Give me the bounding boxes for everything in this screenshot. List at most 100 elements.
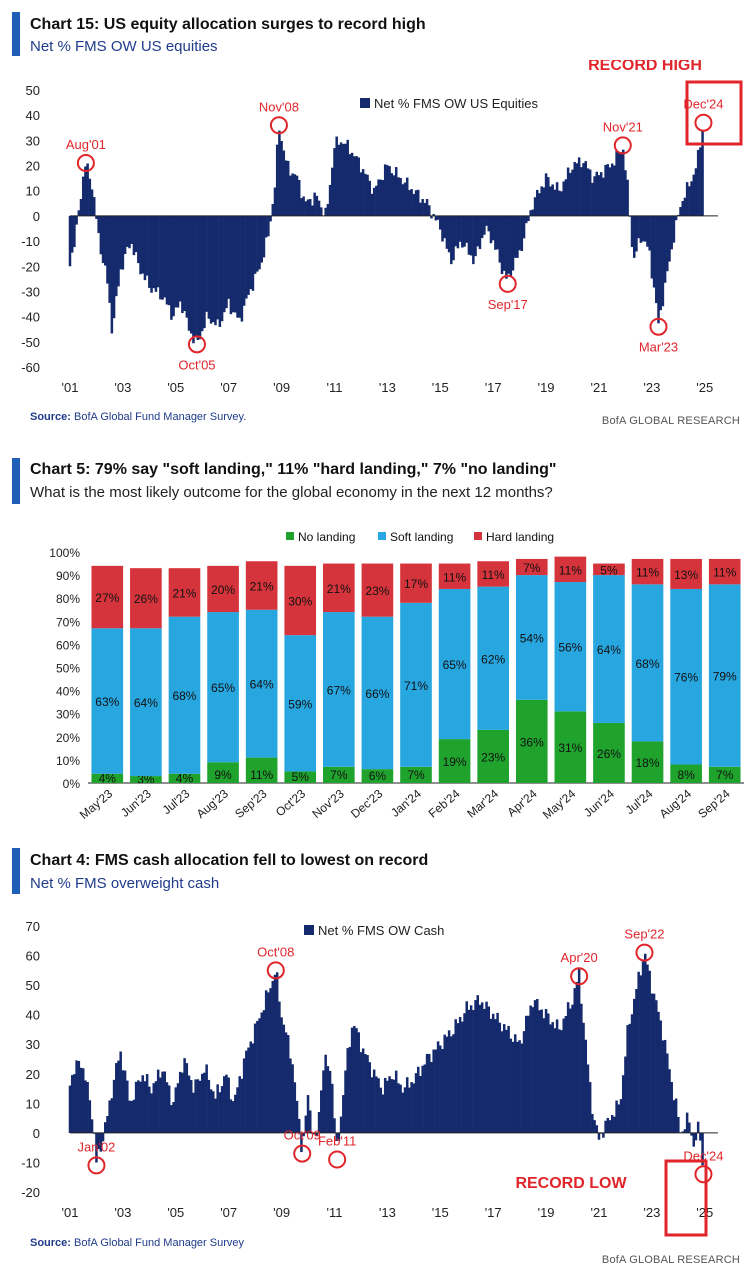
data-bar: [637, 971, 640, 1133]
data-bar: [253, 1023, 257, 1133]
data-bar: [423, 1064, 427, 1133]
data-bar: [701, 1132, 704, 1166]
chart4-source: Source: BofA Global Fund Manager Survey: [30, 1237, 244, 1249]
x-tick-label: '25: [696, 380, 713, 395]
data-bar: [335, 1132, 338, 1141]
data-bar: [599, 172, 603, 216]
data-bar: [269, 988, 272, 1133]
stacked-bar-segment: [91, 773, 124, 783]
data-bar: [181, 215, 184, 314]
data-bar: [339, 142, 343, 216]
data-bar: [670, 215, 673, 250]
data-bar: [117, 215, 120, 287]
data-bar: [668, 215, 671, 262]
x-tick-label: Sep'24: [695, 786, 733, 821]
data-bar: [646, 964, 649, 1133]
stacked-bar-segment: [515, 558, 548, 576]
record-label: RECORD HIGH: [588, 60, 702, 74]
x-tick-label: '01: [62, 380, 79, 395]
stacked-bar-segment: [400, 563, 432, 603]
data-bar: [657, 1011, 660, 1133]
data-bar: [401, 184, 405, 216]
data-bar: [192, 1092, 195, 1133]
data-bar: [97, 215, 100, 234]
data-bar: [112, 1079, 116, 1133]
data-bar: [681, 1131, 684, 1133]
data-bar: [606, 1117, 610, 1133]
data-bar: [696, 149, 700, 216]
data-bar: [92, 197, 96, 216]
data-bar: [167, 215, 171, 306]
data-bar: [148, 1086, 151, 1133]
data-bar: [328, 1070, 332, 1133]
data-bar: [412, 193, 416, 216]
data-bar: [615, 1100, 618, 1133]
data-bar: [256, 215, 259, 272]
legend-label: No landing: [298, 530, 355, 544]
legend-swatch: [304, 925, 314, 935]
data-bar: [584, 1039, 588, 1133]
data-label: 30%: [288, 595, 312, 609]
data-bar: [216, 215, 219, 320]
data-bar: [370, 193, 374, 216]
data-bar: [586, 168, 590, 216]
data-bar: [560, 1030, 563, 1133]
data-bar: [421, 1065, 424, 1133]
data-bar: [681, 201, 684, 216]
data-bar: [644, 215, 647, 242]
data-bar: [218, 1092, 222, 1133]
data-label: 19%: [443, 755, 467, 769]
data-bar: [677, 1116, 680, 1133]
data-bar: [500, 215, 504, 275]
x-tick-label: Apr'24: [504, 786, 540, 819]
y-tick-label: 20%: [56, 731, 80, 745]
data-bar: [192, 215, 195, 344]
x-tick-label: '23: [643, 380, 660, 395]
data-bar: [300, 1132, 303, 1153]
x-tick-label: '21: [591, 380, 608, 395]
data-bar: [79, 198, 83, 216]
data-bar: [472, 215, 475, 265]
data-bar: [346, 1048, 349, 1133]
chart4-subtitle: Net % FMS overweight cash: [30, 875, 220, 892]
data-bar: [159, 215, 162, 300]
data-bar: [483, 215, 486, 235]
data-bar: [238, 215, 241, 318]
data-bar: [439, 215, 442, 230]
stacked-bar-segment: [631, 584, 664, 742]
data-bar: [346, 139, 349, 216]
data-bar: [419, 1076, 422, 1133]
data-bar: [632, 998, 636, 1133]
data-bar: [101, 1132, 105, 1142]
data-label: 26%: [597, 747, 621, 761]
data-bar: [659, 215, 662, 311]
data-bar: [593, 1120, 596, 1133]
data-bar: [375, 185, 378, 216]
stacked-bar-segment: [361, 769, 394, 783]
data-bar: [73, 215, 76, 248]
data-bar: [472, 1010, 475, 1133]
data-bar: [639, 215, 643, 243]
data-bar: [423, 202, 427, 216]
data-bar: [291, 173, 294, 216]
data-label: 20%: [211, 583, 235, 597]
data-bar: [584, 161, 588, 216]
data-bar: [540, 1009, 543, 1133]
data-bar: [489, 1018, 493, 1133]
data-bar: [520, 1043, 524, 1133]
annotation-label: Mar'23: [639, 340, 678, 355]
data-bar: [104, 1122, 107, 1133]
data-bar: [137, 1080, 140, 1133]
data-bar: [77, 1060, 81, 1133]
data-label: 18%: [636, 756, 660, 770]
data-bar: [655, 215, 658, 304]
data-bar: [518, 1040, 521, 1133]
data-bar: [617, 152, 621, 216]
data-bar: [342, 143, 345, 216]
data-bar: [238, 1076, 241, 1133]
data-bar: [597, 175, 601, 216]
record-highlight-box: [664, 1159, 708, 1237]
data-bar: [123, 1070, 127, 1133]
data-bar: [445, 1036, 449, 1133]
legend-swatch: [360, 98, 370, 108]
